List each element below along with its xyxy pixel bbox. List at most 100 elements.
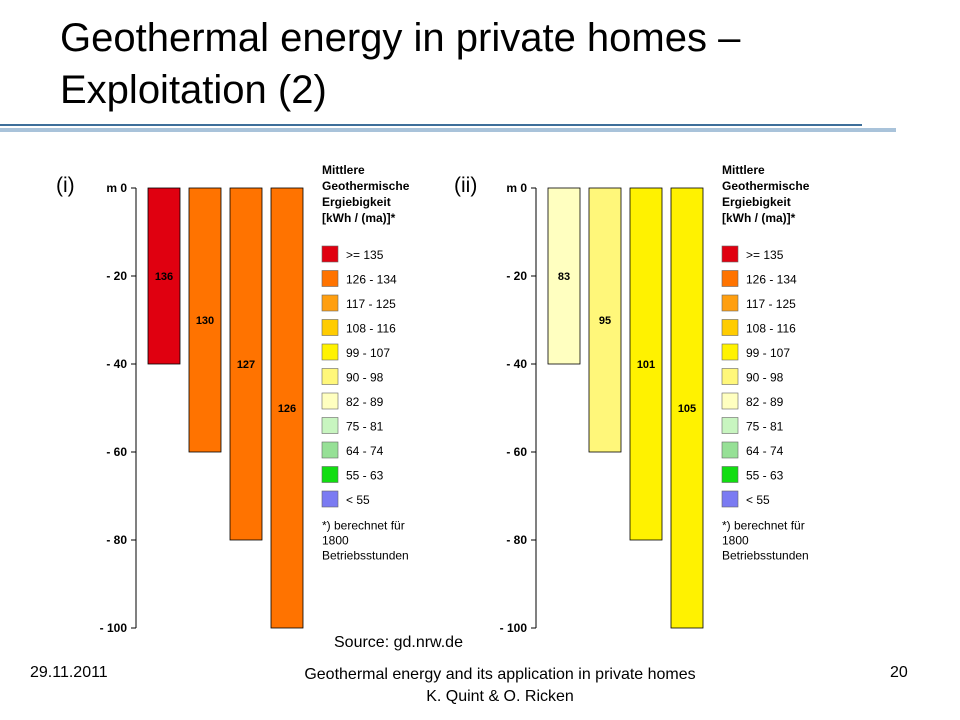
legend-swatch bbox=[721, 343, 739, 361]
legend-swatch bbox=[721, 392, 739, 410]
legend-item-label: 108 - 116 bbox=[746, 322, 796, 336]
depth-bar bbox=[629, 187, 663, 541]
legend-title-line: Ergiebigkeit bbox=[722, 195, 791, 209]
legend-item-label: 75 - 81 bbox=[746, 420, 784, 434]
slide-title-line2: Exploitation (2) bbox=[60, 68, 327, 112]
depth-yield-chart-ii: m 0 - 20 - 40 - 60 - 80 - 100 83 95 101 105 Mittle… bbox=[500, 163, 810, 635]
legend-note-line: 1800 bbox=[722, 534, 749, 548]
legend-swatch bbox=[321, 343, 339, 361]
legend-note-line: *) berechnet für bbox=[322, 519, 405, 533]
y-tick-label: - 60 bbox=[506, 445, 527, 459]
legend-swatch bbox=[721, 319, 739, 336]
footer-title: Geothermal energy and its application in… bbox=[304, 666, 696, 683]
legend-item-label: 90 - 98 bbox=[346, 371, 384, 385]
y-tick-label: - 80 bbox=[106, 533, 127, 547]
legend-item-label: 90 - 98 bbox=[746, 371, 784, 385]
legend-item-label: 82 - 89 bbox=[746, 395, 784, 409]
panel-label-ii: (ii) bbox=[454, 174, 478, 197]
y-tick-label: m 0 bbox=[106, 181, 127, 195]
legend-title-line: [kWh / (ma)]* bbox=[722, 211, 796, 225]
slide-title: Geothermal energy in private homes – Exp… bbox=[60, 12, 920, 116]
legend-title-line: Mittlere bbox=[722, 163, 765, 177]
legend-item-label: 55 - 63 bbox=[346, 469, 384, 483]
bar-value-label: 126 bbox=[278, 403, 296, 415]
legend-swatch bbox=[321, 245, 339, 263]
legend-item-label: < 55 bbox=[746, 493, 770, 507]
bar-value-label: 127 bbox=[237, 359, 255, 371]
depth-yield-chart-i: m 0 - 20 - 40 - 60 - 80 - 100 136 130 127 126 Mitt… bbox=[100, 163, 410, 635]
legend-swatch bbox=[721, 417, 739, 434]
depth-bar bbox=[229, 187, 263, 541]
title-divider-thin bbox=[0, 124, 862, 126]
legend-item-label: 117 - 125 bbox=[346, 297, 396, 311]
legend-item-label: 126 - 134 bbox=[346, 273, 397, 287]
bar-value-label: 95 bbox=[599, 315, 611, 327]
y-tick-label: - 100 bbox=[100, 621, 128, 635]
depth-bar bbox=[670, 187, 704, 629]
legend-title-line: Ergiebigkeit bbox=[322, 195, 391, 209]
y-tick-label: m 0 bbox=[506, 181, 527, 195]
legend-note-line: Betriebsstunden bbox=[322, 549, 409, 563]
legend-swatch bbox=[721, 368, 739, 385]
footer-center: Geothermal energy and its application in… bbox=[260, 664, 740, 708]
legend-swatch bbox=[721, 490, 739, 508]
legend-title-line: Geothermische bbox=[722, 179, 810, 193]
legend-swatch bbox=[321, 490, 339, 508]
legend-item-label: 117 - 125 bbox=[746, 297, 796, 311]
bar-value-label: 101 bbox=[637, 359, 655, 371]
bar-value-label: 130 bbox=[196, 315, 214, 327]
depth-bar bbox=[588, 187, 622, 453]
depth-bar bbox=[547, 187, 581, 365]
legend-item-label: 108 - 116 bbox=[346, 322, 396, 336]
bar-value-label: 136 bbox=[155, 271, 173, 283]
legend-swatch bbox=[721, 466, 739, 483]
legend-item-label: 82 - 89 bbox=[346, 395, 384, 409]
legend-item-label: >= 135 bbox=[746, 248, 784, 262]
y-tick-label: - 100 bbox=[500, 621, 528, 635]
y-tick-label: - 20 bbox=[506, 269, 527, 283]
legend-swatch bbox=[321, 392, 339, 410]
legend-swatch bbox=[721, 270, 739, 287]
y-tick-label: - 40 bbox=[506, 357, 527, 371]
panel-label-i: (i) bbox=[56, 174, 75, 197]
legend-title-line: [kWh / (ma)]* bbox=[322, 211, 396, 225]
footer-authors: K. Quint & O. Ricken bbox=[426, 688, 574, 705]
legend-swatch bbox=[321, 270, 339, 287]
bar-value-label: 105 bbox=[678, 403, 696, 415]
y-tick-label: - 20 bbox=[106, 269, 127, 283]
legend-item-label: 126 - 134 bbox=[746, 273, 797, 287]
legend-item-label: 64 - 74 bbox=[346, 444, 384, 458]
footer-page-number: 20 bbox=[890, 664, 908, 681]
bar-value-label: 83 bbox=[558, 271, 570, 283]
footer-date: 29.11.2011 bbox=[30, 664, 108, 681]
y-tick-label: - 60 bbox=[106, 445, 127, 459]
depth-bar bbox=[188, 187, 222, 453]
legend-note-line: 1800 bbox=[322, 534, 349, 548]
legend-item-label: < 55 bbox=[346, 493, 370, 507]
legend-swatch bbox=[721, 294, 739, 312]
y-tick-label: - 80 bbox=[506, 533, 527, 547]
legend-item-label: 75 - 81 bbox=[346, 420, 384, 434]
legend-swatch bbox=[321, 441, 339, 459]
legend-title-line: Mittlere bbox=[322, 163, 365, 177]
legend-item-label: 99 - 107 bbox=[346, 346, 390, 360]
legend-item-label: >= 135 bbox=[346, 248, 384, 262]
slide-title-line1: Geothermal energy in private homes – bbox=[60, 16, 741, 60]
legend-title-line: Geothermische bbox=[322, 179, 410, 193]
legend-swatch bbox=[721, 245, 739, 263]
legend-swatch bbox=[321, 417, 339, 434]
depth-bar bbox=[270, 187, 304, 629]
source-note: Source: gd.nrw.de bbox=[334, 634, 463, 651]
legend-note-line: Betriebsstunden bbox=[722, 549, 809, 563]
legend-swatch bbox=[321, 319, 339, 336]
legend-swatch bbox=[321, 368, 339, 385]
legend-note-line: *) berechnet für bbox=[722, 519, 805, 533]
legend-swatch bbox=[321, 466, 339, 483]
legend-swatch bbox=[721, 441, 739, 459]
depth-bar bbox=[147, 187, 181, 365]
title-divider-thick bbox=[0, 128, 896, 132]
legend-item-label: 99 - 107 bbox=[746, 346, 790, 360]
y-tick-label: - 40 bbox=[106, 357, 127, 371]
legend-swatch bbox=[321, 294, 339, 312]
legend-item-label: 64 - 74 bbox=[746, 444, 784, 458]
